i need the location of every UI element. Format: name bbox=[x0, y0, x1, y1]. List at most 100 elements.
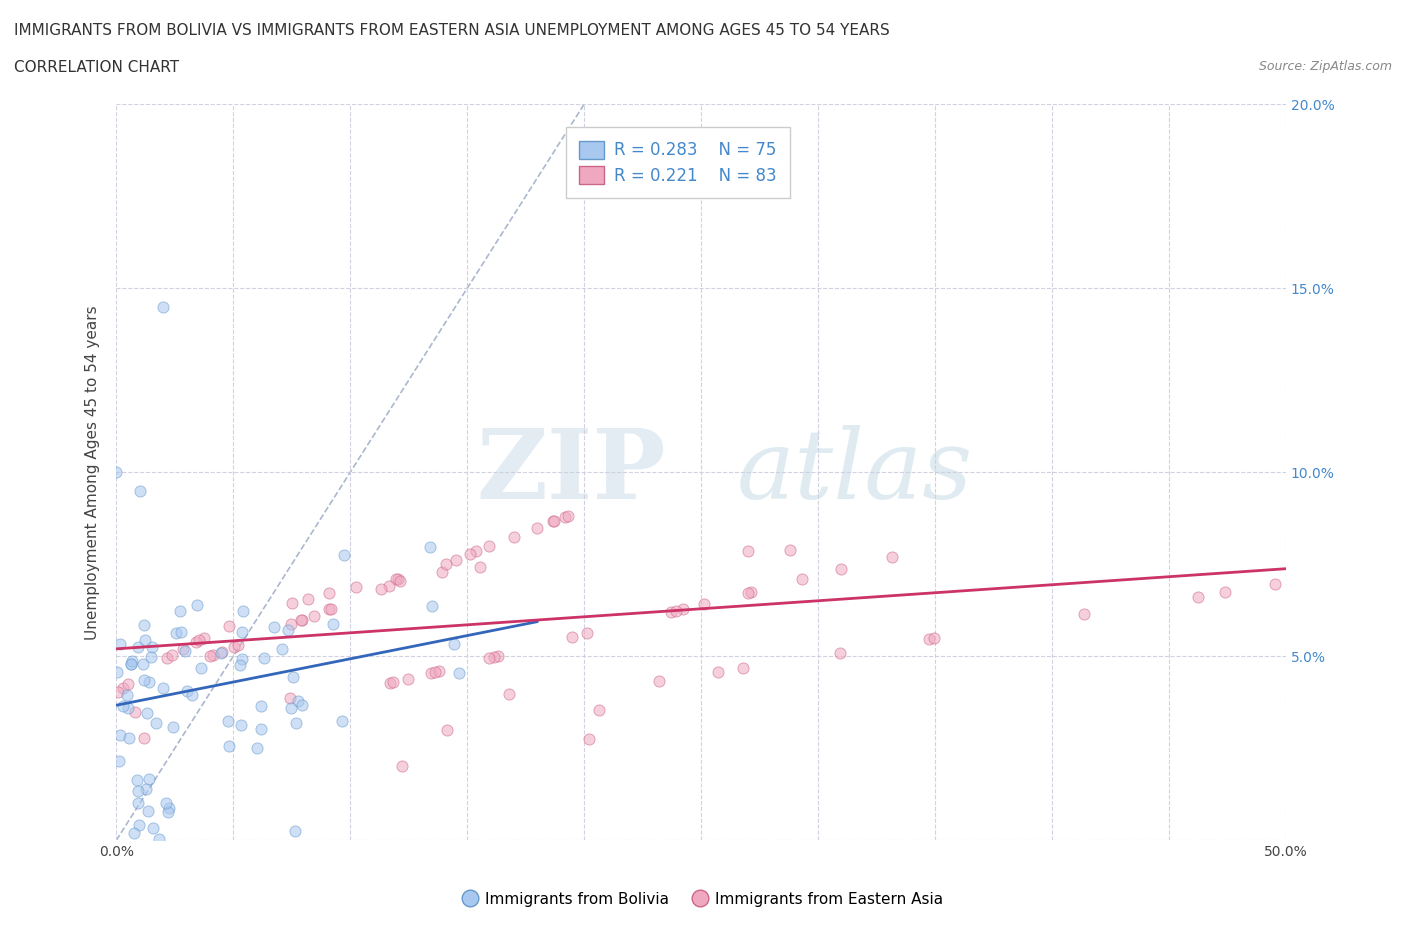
Point bbox=[139, 650, 162, 665]
Point bbox=[526, 520, 548, 535]
Text: CORRELATION CHART: CORRELATION CHART bbox=[14, 60, 179, 75]
Point bbox=[229, 717, 252, 732]
Point bbox=[419, 539, 441, 554]
Point bbox=[287, 694, 309, 709]
Point bbox=[503, 529, 526, 544]
Point bbox=[136, 804, 159, 818]
Point bbox=[132, 657, 155, 671]
Point bbox=[665, 604, 688, 618]
Point bbox=[152, 299, 174, 314]
Point bbox=[165, 626, 187, 641]
Point bbox=[318, 586, 340, 601]
Point bbox=[105, 465, 128, 480]
Point bbox=[121, 654, 143, 669]
Point bbox=[291, 613, 314, 628]
Point bbox=[128, 817, 150, 832]
Point bbox=[578, 732, 600, 747]
Text: Source: ZipAtlas.com: Source: ZipAtlas.com bbox=[1258, 60, 1392, 73]
Point bbox=[330, 713, 353, 728]
Point bbox=[444, 552, 467, 567]
Point bbox=[193, 631, 215, 645]
Point bbox=[202, 647, 225, 662]
Point bbox=[280, 617, 302, 631]
Point bbox=[284, 716, 307, 731]
Point bbox=[108, 637, 131, 652]
Point bbox=[423, 664, 446, 679]
Point bbox=[209, 645, 232, 660]
Point bbox=[284, 824, 307, 839]
Point bbox=[387, 571, 409, 586]
Point bbox=[917, 631, 939, 646]
Point bbox=[389, 574, 412, 589]
Point bbox=[135, 782, 157, 797]
Point bbox=[122, 826, 145, 841]
Point bbox=[740, 585, 762, 600]
Point bbox=[561, 630, 583, 644]
Point bbox=[1187, 589, 1209, 604]
Point bbox=[693, 597, 716, 612]
Point bbox=[381, 675, 404, 690]
Point bbox=[117, 677, 139, 692]
Point bbox=[332, 547, 354, 562]
Point bbox=[430, 565, 453, 579]
Point bbox=[281, 596, 304, 611]
Point bbox=[478, 651, 501, 666]
Point bbox=[830, 645, 852, 660]
Point bbox=[322, 617, 344, 631]
Point bbox=[160, 648, 183, 663]
Text: ZIP: ZIP bbox=[477, 425, 666, 519]
Point bbox=[557, 508, 579, 523]
Point bbox=[141, 640, 163, 655]
Point bbox=[370, 581, 392, 596]
Point bbox=[470, 560, 492, 575]
Point bbox=[321, 601, 343, 616]
Point bbox=[127, 795, 149, 810]
Point bbox=[543, 513, 565, 528]
Point bbox=[672, 602, 695, 617]
Point bbox=[173, 644, 195, 658]
Point bbox=[344, 579, 367, 594]
Point bbox=[125, 772, 148, 787]
Point bbox=[1213, 585, 1236, 600]
Point bbox=[443, 637, 465, 652]
Point bbox=[283, 670, 305, 684]
Point bbox=[229, 658, 252, 672]
Point bbox=[280, 691, 302, 706]
Point bbox=[198, 649, 221, 664]
Point bbox=[124, 704, 146, 719]
Point bbox=[253, 650, 276, 665]
Point bbox=[648, 674, 671, 689]
Point bbox=[385, 572, 408, 587]
Point bbox=[302, 608, 325, 623]
Point bbox=[148, 831, 170, 846]
Point bbox=[318, 602, 340, 617]
Point bbox=[576, 626, 599, 641]
Point bbox=[737, 586, 759, 601]
Point bbox=[291, 698, 314, 712]
Point bbox=[117, 731, 139, 746]
Point bbox=[108, 728, 131, 743]
Point bbox=[134, 672, 156, 687]
Point bbox=[111, 681, 134, 696]
Y-axis label: Unemployment Among Ages 45 to 54 years: Unemployment Among Ages 45 to 54 years bbox=[86, 305, 100, 640]
Point bbox=[138, 674, 160, 689]
Point bbox=[176, 684, 198, 698]
Point bbox=[378, 676, 401, 691]
Point bbox=[107, 684, 129, 699]
Point bbox=[231, 625, 253, 640]
Point bbox=[169, 604, 191, 618]
Point bbox=[127, 783, 149, 798]
Point bbox=[162, 719, 184, 734]
Point bbox=[211, 644, 233, 659]
Point bbox=[120, 657, 142, 671]
Point bbox=[127, 639, 149, 654]
Point bbox=[107, 665, 129, 680]
Point bbox=[277, 623, 299, 638]
Point bbox=[880, 550, 903, 565]
Point bbox=[554, 509, 576, 524]
Point bbox=[733, 660, 755, 675]
Point bbox=[115, 687, 138, 702]
Point bbox=[108, 754, 131, 769]
Point bbox=[152, 681, 174, 696]
Point bbox=[172, 642, 194, 657]
